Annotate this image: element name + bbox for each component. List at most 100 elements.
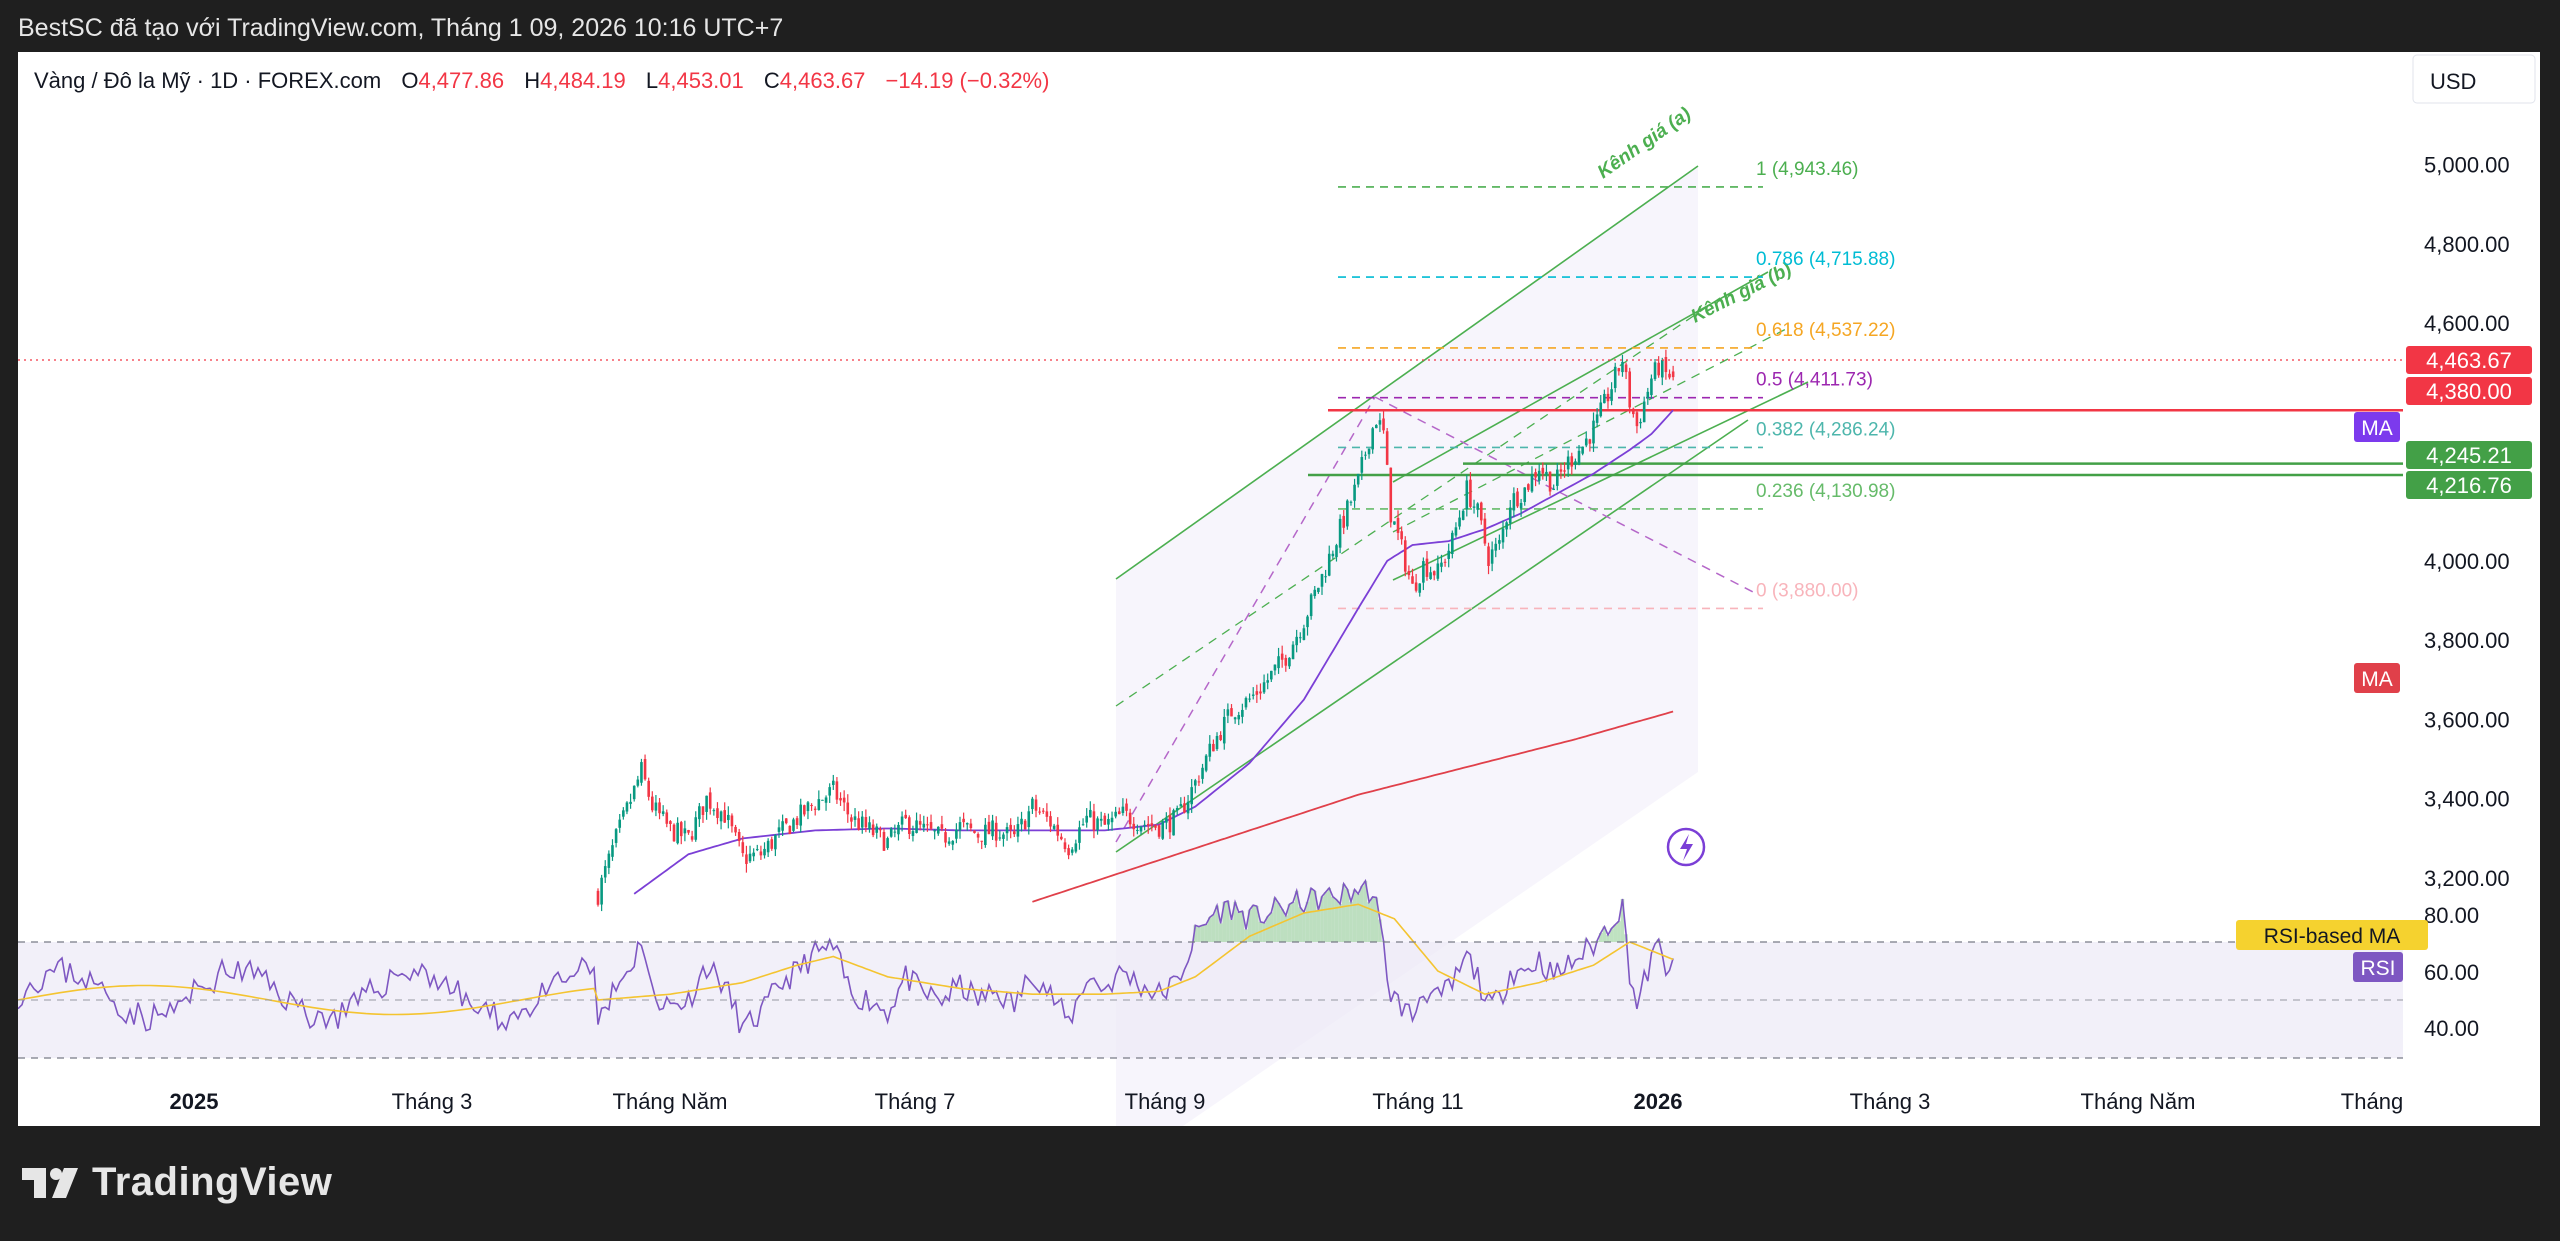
candle-body	[1461, 510, 1465, 520]
candles-layer[interactable]	[596, 349, 1675, 912]
candle-body	[698, 806, 701, 820]
candle-body	[1317, 587, 1320, 592]
fib-level-label: 0.786 (4,715.88)	[1756, 249, 1895, 270]
fib-level-label: 0.236 (4,130.98)	[1756, 481, 1895, 502]
svg-text:MA: MA	[2361, 668, 2393, 691]
candle-body	[669, 821, 672, 825]
lightning-icon[interactable]	[1666, 827, 1706, 867]
trend-dashed-down[interactable]	[1374, 396, 1754, 593]
fib-level-label: 0.382 (4,286.24)	[1756, 419, 1895, 440]
bottom-bar	[0, 1126, 2560, 1241]
candle-body	[1483, 518, 1487, 544]
fib-retracement[interactable]: 1 (4,943.46) 0.786 (4,715.88) 0.618 (4,537…	[1338, 159, 1895, 610]
price-tick-label: 3,600.00	[2424, 707, 2510, 732]
trend-dashed-up[interactable]	[1115, 396, 1376, 843]
candle-body	[1056, 824, 1060, 836]
rsi-line	[18, 878, 1674, 1034]
candle-body	[1621, 361, 1624, 373]
candle-body	[1146, 823, 1150, 826]
candle-body	[1157, 825, 1161, 837]
candle-body	[1197, 781, 1201, 783]
tradingview-logo-icon	[22, 1167, 78, 1198]
candle-body	[1230, 708, 1233, 717]
candle-body	[643, 759, 647, 780]
svg-text:4,245.21: 4,245.21	[2426, 443, 2512, 468]
candle-body	[1226, 709, 1230, 716]
candle-body	[806, 802, 810, 812]
candle-body	[1469, 479, 1472, 507]
candle-body	[1581, 446, 1584, 454]
candle-body	[1545, 471, 1548, 475]
candle-body	[1327, 553, 1331, 576]
svg-text:MA: MA	[2361, 417, 2393, 440]
candle-body	[1346, 500, 1349, 527]
price-tick-label: 3,800.00	[2424, 628, 2510, 653]
candle-body	[1280, 653, 1284, 660]
candle-body	[940, 824, 944, 829]
candle-body	[1324, 576, 1327, 578]
candle-body	[618, 819, 622, 828]
candle-body	[1527, 484, 1530, 490]
candle-body	[1371, 428, 1374, 450]
candle-body	[1194, 780, 1197, 786]
candle-body	[1588, 439, 1592, 444]
candle-body	[759, 851, 763, 856]
price-tick-label: 3,200.00	[2424, 866, 2510, 891]
candle-body	[1172, 810, 1175, 836]
candle-body	[658, 802, 661, 814]
candle-body	[600, 877, 603, 905]
candle-body	[1613, 366, 1617, 389]
candle-body	[900, 816, 904, 825]
candle-body	[1498, 540, 1501, 544]
candle-body	[1574, 461, 1577, 465]
currency-button[interactable]: USD	[2412, 54, 2536, 104]
candle-body	[1472, 506, 1476, 508]
price-axis[interactable]: 5,000.004,800.004,600.004,200.004,000.00…	[2424, 152, 2510, 891]
candle-body	[1150, 823, 1154, 826]
candle-body	[1041, 810, 1045, 812]
candle-body	[1128, 812, 1132, 825]
chart-canvas[interactable]: Kênh giá (a) Kênh giá (b) 1 (4,943.46)0.…	[18, 52, 2540, 1126]
support-resistance-lines[interactable]	[1308, 408, 2403, 477]
candle-body	[1396, 518, 1400, 533]
channel-b-lower-line[interactable]	[1392, 381, 1809, 581]
channel-a-upper-line[interactable]	[1115, 165, 1699, 580]
candle-body	[795, 818, 799, 826]
candle-body	[1367, 448, 1371, 455]
candle-body	[1508, 507, 1512, 524]
candle-body	[1132, 823, 1136, 830]
candle-body	[1143, 824, 1146, 826]
chart-panel[interactable]: Kênh giá (a) Kênh giá (b) 1 (4,943.46) 0.…	[18, 52, 2540, 1126]
candle-body	[1027, 811, 1031, 828]
ma-slow-line	[1032, 710, 1674, 903]
legend-close-label: C	[764, 68, 780, 93]
ma-fast-line	[633, 409, 1674, 895]
rsi-axis[interactable]: 80.00 60.00 40.00	[2424, 903, 2479, 1041]
candle-body	[1584, 438, 1588, 446]
candle-body	[679, 822, 683, 837]
rsi-ma-badge: RSI-based MA	[2236, 920, 2428, 950]
candle-body	[755, 849, 759, 851]
candle-body	[1005, 827, 1009, 834]
candle-body	[1114, 811, 1117, 817]
ma-slow-badge: MA	[2354, 663, 2400, 693]
candle-body	[1092, 811, 1096, 831]
candle-body	[1306, 616, 1309, 628]
legend-close-value: 4,463.67	[780, 68, 866, 93]
candle-body	[1559, 469, 1563, 472]
rsi-badge: RSI	[2353, 952, 2403, 982]
candle-body	[897, 824, 900, 835]
candle-body	[1215, 735, 1219, 750]
channel-b-mid-line[interactable]	[1392, 327, 1789, 533]
tradingview-logo[interactable]: TradingView	[20, 1160, 332, 1205]
candle-body	[777, 827, 781, 832]
candle-body	[973, 830, 976, 833]
candle-body	[1632, 408, 1635, 415]
channel-a-lower-line[interactable]	[1115, 419, 1749, 853]
time-axis[interactable]: 2025 Tháng 3 Tháng Năm Tháng 7 Tháng 9 Tháng …	[170, 1089, 2404, 1114]
time-tick-label: Tháng Năm	[613, 1089, 728, 1114]
candle-body	[748, 853, 752, 862]
candle-body	[1534, 472, 1537, 478]
candle-body	[803, 805, 806, 815]
candle-body	[1552, 488, 1555, 490]
